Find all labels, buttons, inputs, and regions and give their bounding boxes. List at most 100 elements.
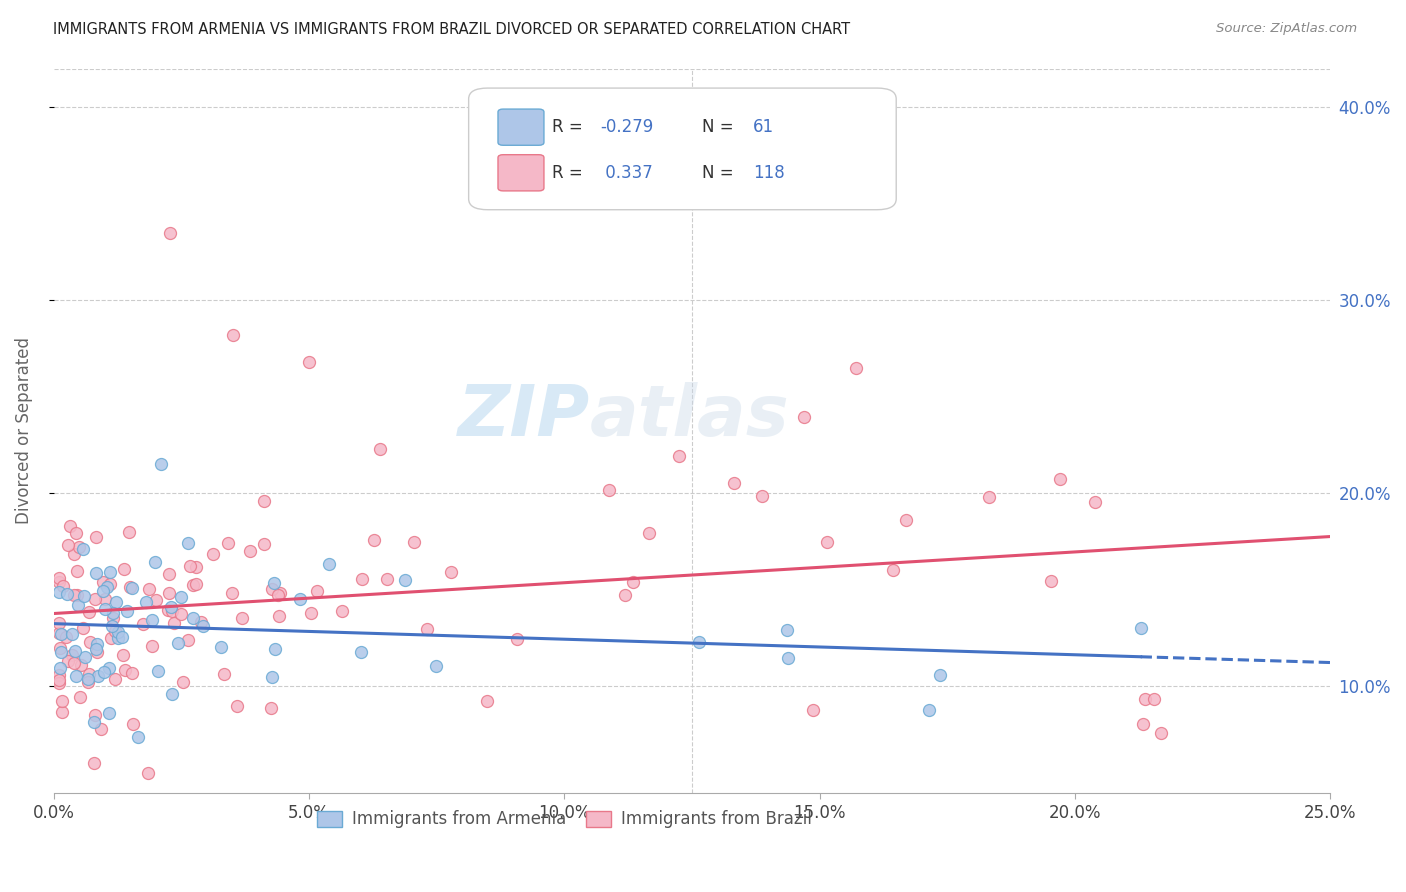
Point	[882, 563, 904, 577]
Point	[98, 576, 121, 591]
Point	[638, 526, 661, 541]
Point	[160, 687, 183, 701]
Point	[104, 595, 127, 609]
Point	[167, 636, 190, 650]
Point	[506, 632, 529, 646]
Point	[63, 656, 86, 670]
Point	[93, 665, 115, 680]
Point	[145, 555, 167, 569]
Point	[177, 633, 200, 648]
Point	[723, 475, 745, 490]
Point	[103, 672, 125, 686]
Point	[127, 730, 149, 744]
Point	[190, 615, 212, 629]
Point	[801, 703, 824, 717]
Point	[67, 540, 90, 554]
Text: N =: N =	[702, 118, 740, 136]
Point	[214, 667, 236, 681]
Point	[107, 625, 129, 640]
Point	[141, 613, 163, 627]
Point	[103, 606, 125, 620]
Point	[621, 574, 644, 589]
Point	[58, 654, 80, 668]
Point	[928, 668, 950, 682]
Text: 118: 118	[754, 164, 785, 182]
Point	[221, 586, 243, 600]
Point	[253, 537, 276, 551]
Point	[330, 604, 353, 618]
Point	[91, 574, 114, 589]
Point	[288, 592, 311, 607]
Point	[163, 616, 186, 631]
Point	[98, 661, 121, 675]
Point	[136, 766, 159, 780]
Point	[84, 566, 107, 581]
Point	[122, 716, 145, 731]
Point	[363, 533, 385, 548]
Point	[121, 581, 143, 595]
Point	[112, 561, 135, 575]
Point	[86, 642, 108, 657]
Point	[84, 591, 107, 606]
Point	[145, 593, 167, 607]
Point	[72, 541, 94, 556]
Point	[48, 615, 70, 630]
Point	[160, 604, 183, 618]
Point	[159, 600, 181, 615]
Point	[253, 494, 276, 508]
Point	[60, 648, 83, 662]
Point	[179, 558, 201, 573]
Text: ZIP: ZIP	[457, 382, 591, 450]
Point	[77, 672, 100, 686]
Point	[48, 676, 70, 690]
Point	[1132, 717, 1154, 731]
Point	[394, 573, 416, 587]
Point	[135, 595, 157, 609]
Point	[76, 674, 98, 689]
Point	[91, 584, 114, 599]
Text: atlas: atlas	[591, 382, 790, 450]
Text: Source: ZipAtlas.com: Source: ZipAtlas.com	[1216, 22, 1357, 36]
Point	[352, 572, 374, 586]
Point	[72, 621, 94, 635]
Point	[120, 580, 142, 594]
Point	[79, 635, 101, 649]
Point	[776, 624, 799, 638]
Point	[66, 564, 89, 578]
Point	[84, 708, 107, 723]
Point	[170, 590, 193, 604]
Text: 61: 61	[754, 118, 775, 136]
Point	[156, 603, 179, 617]
Point	[96, 580, 118, 594]
Point	[1049, 472, 1071, 486]
Point	[477, 694, 499, 708]
Point	[138, 582, 160, 596]
Point	[111, 648, 134, 662]
Point	[98, 706, 121, 720]
Point	[186, 577, 208, 591]
Point	[48, 626, 70, 640]
Point	[75, 649, 97, 664]
Point	[181, 611, 204, 625]
Point	[141, 639, 163, 653]
Text: R =: R =	[551, 118, 588, 136]
Point	[101, 619, 124, 633]
Point	[815, 534, 838, 549]
Point	[157, 567, 180, 582]
Point	[177, 535, 200, 549]
Point	[305, 584, 328, 599]
Point	[375, 573, 398, 587]
Point	[98, 565, 121, 579]
Point	[217, 536, 239, 550]
Text: -0.279: -0.279	[600, 118, 654, 136]
Point	[225, 698, 247, 713]
Point	[193, 619, 215, 633]
Point	[159, 226, 181, 240]
Point	[845, 361, 868, 376]
Point	[72, 589, 94, 603]
FancyBboxPatch shape	[468, 88, 896, 210]
Point	[51, 694, 73, 708]
Point	[918, 703, 941, 717]
Point	[49, 627, 72, 641]
Point	[115, 604, 138, 618]
